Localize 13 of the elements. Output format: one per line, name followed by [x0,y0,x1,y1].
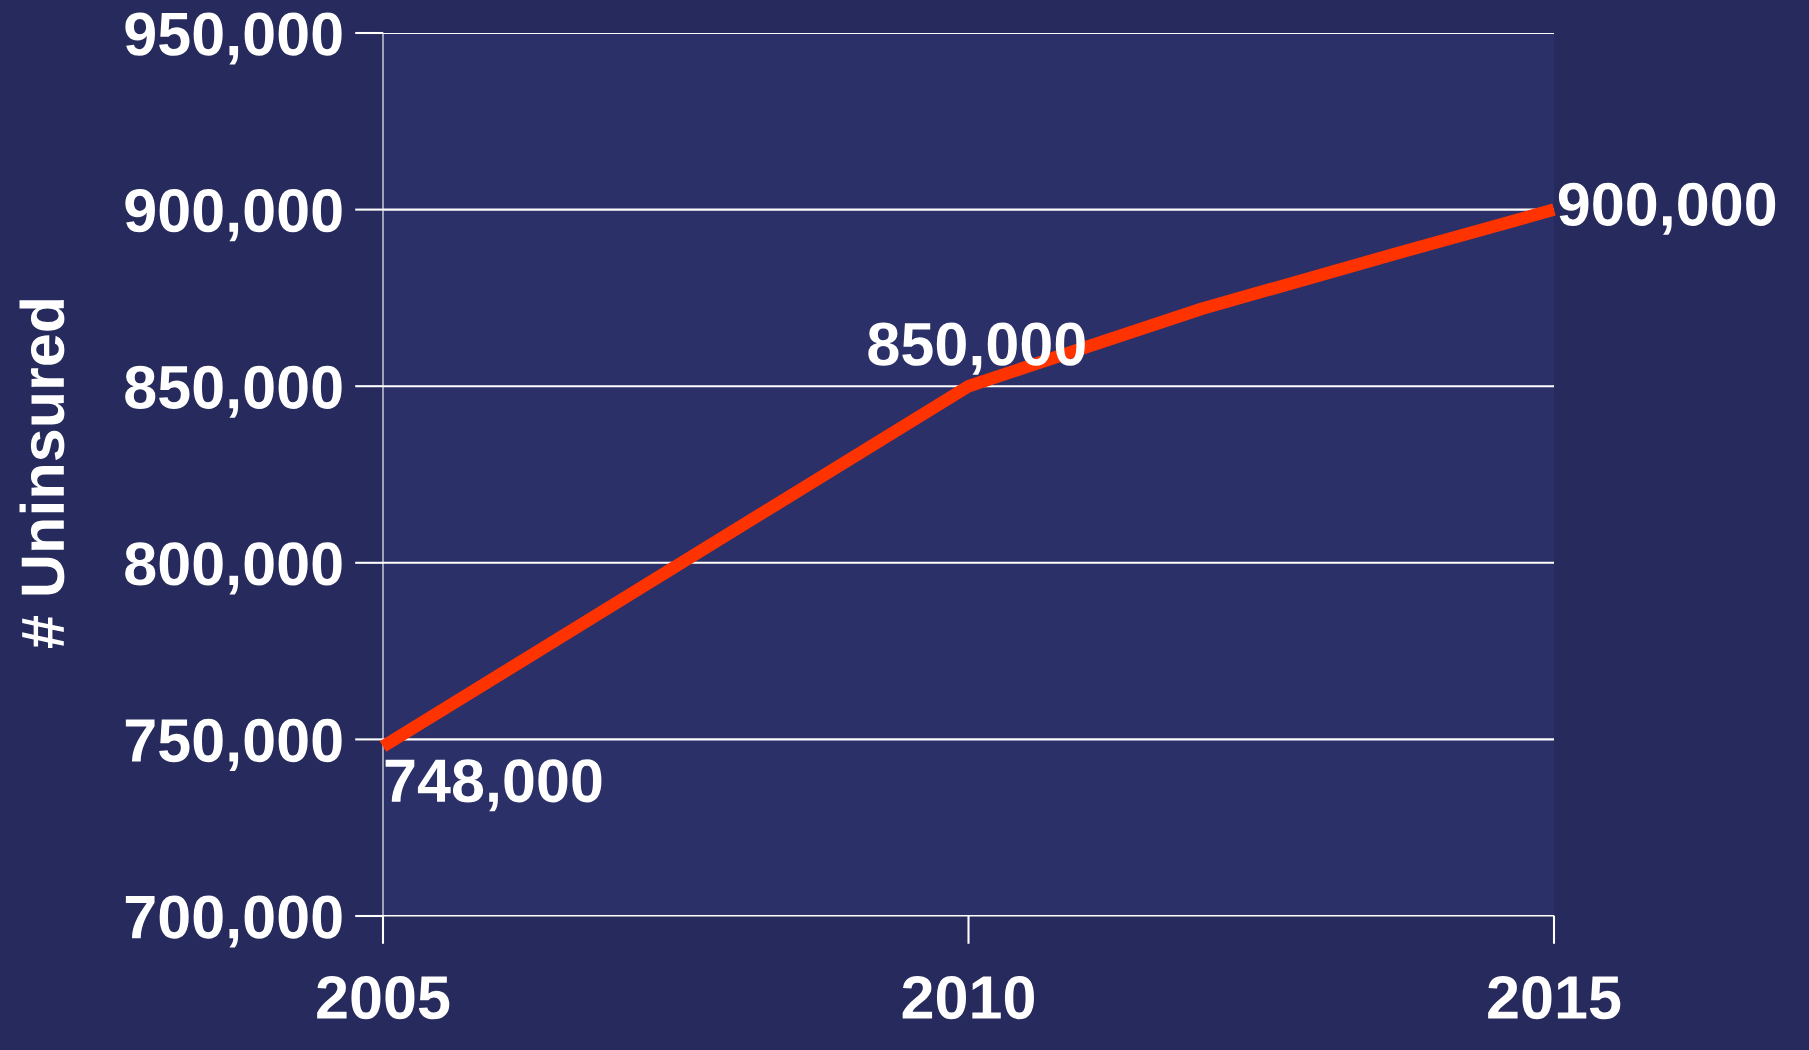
x-tick-label: 2005 [317,975,450,1020]
x-tick-label: 2010 [902,975,1034,1020]
y-tick-label: 700,000 [125,895,342,948]
y-axis-title: # Uninsured [19,299,65,649]
data-label: 900,000 [1558,182,1776,235]
y-tick-label: 900,000 [125,189,342,242]
data-label: 850,000 [868,322,1085,375]
y-tick-label: 950,000 [125,12,342,65]
y-tick-label: 750,000 [125,718,342,772]
y-tick-label: 850,000 [125,365,342,418]
y-tick-label: 800,000 [125,542,342,595]
x-tick-label: 2015 [1488,975,1621,1020]
data-label: 748,000 [385,759,602,812]
